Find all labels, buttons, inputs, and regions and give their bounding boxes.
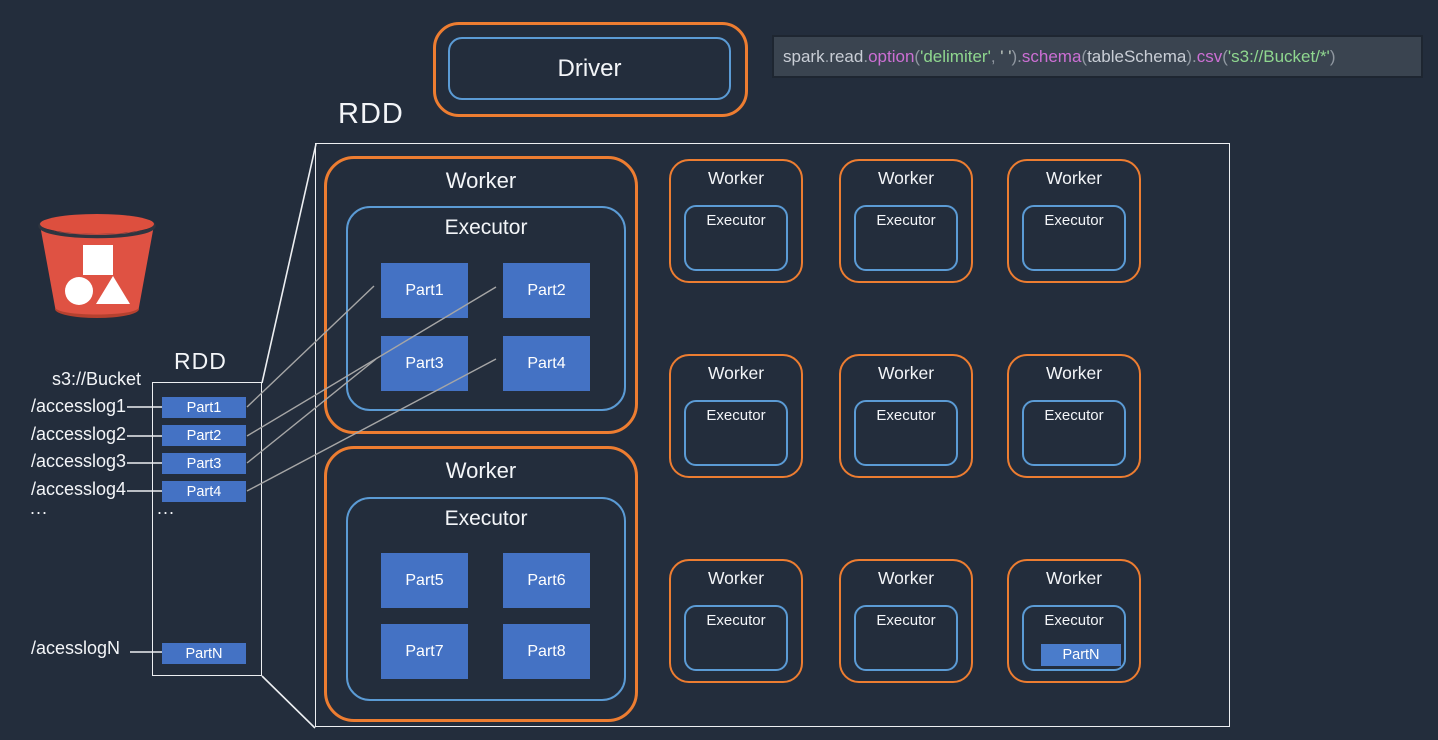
code-token: option: [868, 46, 915, 66]
driver-box: Driver: [433, 22, 748, 117]
worker-grid-6-executor-label: Executor: [1044, 407, 1104, 424]
code-token: ' ': [1000, 46, 1012, 66]
rdd-partN-chip: PartN: [162, 643, 246, 664]
worker-b-executor-label: Executor: [444, 507, 528, 530]
worker-grid-8-executor-box: Executor: [854, 605, 958, 671]
code-token: .: [863, 46, 869, 66]
file-accesslog3: /accesslog3: [31, 451, 127, 471]
rdd-column-label: RDD: [174, 348, 227, 374]
worker-grid-1-label: Worker: [707, 168, 765, 188]
code-token: (: [1222, 46, 1228, 66]
cluster-box: Worker Executor Part1 Part2 Part3 Part4 …: [315, 143, 1230, 727]
file-accesslog2: /accesslog2: [31, 424, 127, 444]
executor-part6-box: Part6: [503, 553, 590, 608]
worker-grid-3-box: Worker Executor: [1007, 159, 1141, 283]
worker-grid-3-label: Worker: [1045, 168, 1103, 188]
worker-grid-5-box: Worker Executor: [839, 354, 973, 478]
code-token: 's3://Bucket/*': [1227, 46, 1330, 66]
worker-a-executor-box: Executor Part1 Part2 Part3 Part4: [346, 206, 626, 411]
worker-grid-8-label: Worker: [877, 568, 935, 588]
worker-grid-8-box: Worker Executor: [839, 559, 973, 683]
code-token: (: [914, 46, 921, 66]
worker-grid-5-executor-label: Executor: [876, 407, 936, 424]
worker-grid-9-partN-chip: PartN: [1041, 644, 1121, 666]
worker-grid-9-label: Worker: [1045, 568, 1103, 588]
rdd-expansion-line-top: [261, 143, 317, 384]
worker-grid-7-executor-box: Executor: [684, 605, 788, 671]
driver-inner-box: Driver: [448, 37, 731, 100]
spark-code-snippet: spark. read. option('delimiter', ' '). sche…: [772, 35, 1423, 78]
worker-grid-5-label: Worker: [877, 363, 935, 383]
executor-part1-box: Part1: [381, 263, 468, 318]
code-token: tableSchema: [1087, 46, 1187, 66]
executor-part7-box: Part7: [381, 624, 468, 679]
worker-grid-4-box: Worker Executor: [669, 354, 803, 478]
rdd-partition-list-box: [152, 382, 262, 676]
executor-part5-box: Part5: [381, 553, 468, 608]
worker-grid-5-executor-box: Executor: [854, 400, 958, 466]
driver-label: Driver: [557, 54, 622, 82]
s3-bucket-icon: [38, 213, 156, 318]
code-token: read: [829, 46, 864, 66]
code-token: 'delimiter': [920, 46, 991, 66]
worker-grid-9-box: Worker Executor PartN: [1007, 559, 1141, 683]
code-token: schema: [1021, 46, 1082, 66]
worker-grid-8-executor-label: Executor: [876, 612, 936, 629]
rdd-expansion-line-bottom: [261, 675, 316, 729]
worker-grid-2-executor-box: Executor: [854, 205, 958, 271]
worker-grid-2-label: Worker: [877, 168, 935, 188]
worker-grid-3-executor-box: Executor: [1022, 205, 1126, 271]
executor-part4-box: Part4: [503, 336, 590, 391]
file-acesslogN: /acesslogN: [31, 638, 121, 658]
worker-a-label: Worker: [445, 168, 517, 193]
worker-a-box: Worker Executor Part1 Part2 Part3 Part4: [324, 156, 638, 434]
worker-grid-1-box: Worker Executor: [669, 159, 803, 283]
code-token: (: [1081, 46, 1088, 66]
worker-grid-7-executor-label: Executor: [706, 612, 766, 629]
rdd-part3-chip: Part3: [162, 453, 246, 474]
worker-grid-4-label: Worker: [707, 363, 765, 383]
worker-a-executor-label: Executor: [444, 216, 528, 239]
file-accesslog4: /accesslog4: [31, 479, 127, 499]
code-token: ).: [1186, 46, 1197, 66]
file-accesslog1: /accesslog1: [31, 396, 127, 416]
code-token: ).: [1011, 46, 1022, 66]
files-ellipsis: ...: [30, 498, 49, 518]
worker-grid-3-executor-label: Executor: [1044, 212, 1104, 229]
code-token: spark: [783, 46, 825, 66]
code-token: ,: [990, 46, 1001, 66]
executor-part8-box: Part8: [503, 624, 590, 679]
worker-grid-9-executor-label: Executor: [1044, 612, 1104, 629]
worker-grid-9-executor-box: Executor PartN: [1022, 605, 1126, 671]
worker-b-box: Worker Executor Part5 Part6 Part7 Part8: [324, 446, 638, 722]
worker-grid-6-box: Worker Executor: [1007, 354, 1141, 478]
worker-grid-2-executor-label: Executor: [876, 212, 936, 229]
code-token: ): [1329, 46, 1336, 66]
executor-part3-box: Part3: [381, 336, 468, 391]
worker-grid-6-executor-box: Executor: [1022, 400, 1126, 466]
executor-part2-box: Part2: [503, 263, 590, 318]
worker-grid-1-executor-box: Executor: [684, 205, 788, 271]
worker-b-executor-box: Executor Part5 Part6 Part7 Part8: [346, 497, 626, 701]
rdd-part4-chip: Part4: [162, 481, 246, 502]
worker-b-label: Worker: [445, 458, 517, 483]
code-token: csv: [1196, 46, 1223, 66]
worker-grid-2-box: Worker Executor: [839, 159, 973, 283]
worker-grid-1-executor-label: Executor: [706, 212, 766, 229]
worker-grid-4-executor-box: Executor: [684, 400, 788, 466]
rdd-parts-ellipsis: ...: [157, 498, 176, 518]
code-token: .: [824, 46, 830, 66]
rdd-cluster-label: RDD: [338, 98, 404, 130]
worker-grid-6-label: Worker: [1045, 363, 1103, 383]
rdd-part2-chip: Part2: [162, 425, 246, 446]
worker-grid-4-executor-label: Executor: [706, 407, 766, 424]
rdd-part1-chip: Part1: [162, 397, 246, 418]
worker-grid-7-box: Worker Executor: [669, 559, 803, 683]
worker-grid-7-label: Worker: [707, 568, 765, 588]
s3-bucket-path: s3://Bucket: [52, 369, 142, 389]
